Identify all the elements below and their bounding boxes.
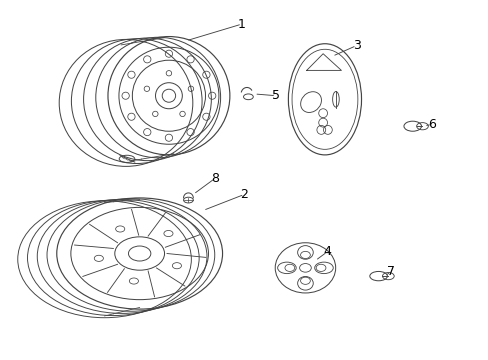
Text: 5: 5 bbox=[272, 89, 280, 102]
Text: 1: 1 bbox=[238, 18, 245, 31]
Text: 2: 2 bbox=[240, 188, 248, 201]
Text: 4: 4 bbox=[323, 245, 331, 258]
Text: 8: 8 bbox=[211, 172, 219, 185]
Text: 7: 7 bbox=[386, 265, 394, 278]
Text: 3: 3 bbox=[352, 39, 360, 52]
Text: 6: 6 bbox=[427, 118, 435, 131]
